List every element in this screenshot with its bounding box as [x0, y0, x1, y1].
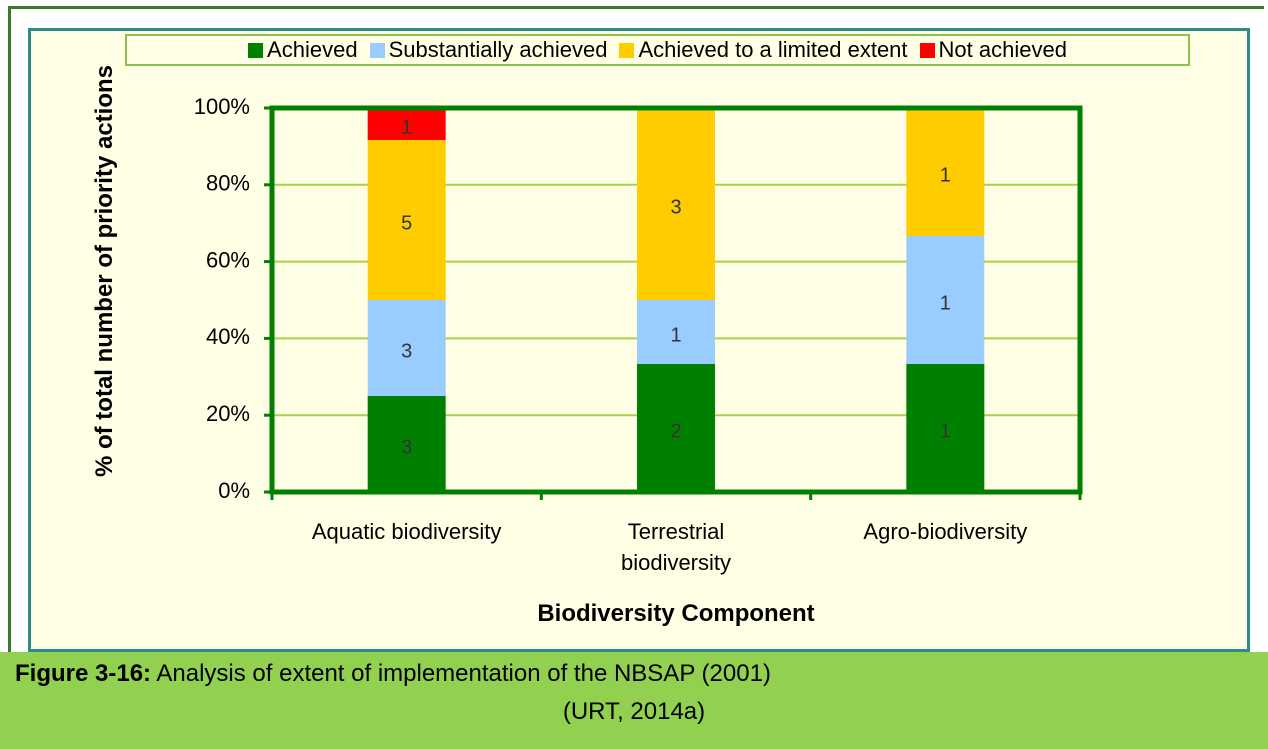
bar-segment — [906, 108, 985, 236]
bar-segment — [637, 300, 715, 364]
legend-label: Achieved — [267, 37, 358, 62]
y-axis-label: % of total number of priority actions — [91, 64, 118, 478]
legend-item: Substantially achieved — [369, 37, 608, 63]
caption: Figure 3-16: Analysis of extent of imple… — [0, 652, 1268, 749]
caption-label: Figure 3-16: — [15, 660, 152, 687]
y-tick-label: 100% — [194, 94, 250, 119]
data-label: 2 — [670, 420, 681, 442]
bar-segment — [906, 236, 985, 364]
y-tick-label: 40% — [206, 324, 250, 349]
data-label: 3 — [401, 436, 412, 458]
frame — [8, 6, 1264, 746]
x-tick-label: Terrestrial biodiversity — [620, 519, 732, 575]
legend: Achieved Substantially achieved Achieved t… — [125, 34, 1190, 66]
legend-item: Achieved to a limited extent — [619, 37, 908, 63]
legend-label: Achieved to a limited extent — [638, 37, 908, 62]
caption-line: Figure 3-16: Analysis of extent of imple… — [15, 660, 771, 688]
bar-segment — [367, 140, 446, 300]
data-label: 1 — [940, 420, 951, 442]
y-tick-label: 20% — [206, 401, 250, 426]
y-tick-label: 80% — [206, 171, 250, 196]
caption-text: Analysis of extent of implementation of … — [156, 660, 771, 687]
bar-segment — [367, 300, 446, 396]
data-label: 5 — [401, 212, 412, 234]
caption-source: (URT, 2014a) — [562, 698, 706, 725]
bar-segment — [367, 396, 446, 492]
y-tick-label: 60% — [206, 247, 250, 272]
legend-swatch — [619, 42, 635, 58]
legend-label: Not achieved — [938, 37, 1067, 62]
legend-swatch — [919, 42, 935, 58]
legend-swatch — [369, 42, 385, 58]
data-label: 1 — [401, 116, 412, 138]
bar-segment — [367, 108, 446, 140]
data-label: 1 — [940, 164, 951, 186]
data-label: 3 — [670, 196, 681, 218]
x-axis-label: Biodiversity Component — [537, 600, 815, 627]
bar-segment — [906, 364, 985, 492]
legend-item: Achieved — [248, 37, 358, 63]
x-tick-label: Aquatic biodiversity — [311, 519, 502, 544]
data-label: 3 — [401, 340, 412, 362]
data-label: 1 — [940, 292, 951, 314]
legend-item: Not achieved — [919, 37, 1067, 63]
y-tick-label: 0% — [218, 478, 250, 503]
legend-label: Substantially achieved — [388, 37, 608, 62]
bar-segment — [637, 364, 715, 492]
legend-swatch — [248, 42, 264, 58]
data-label: 1 — [670, 324, 681, 346]
x-tick-label: Agro-biodiversity — [863, 519, 1028, 544]
bar-segment — [637, 108, 715, 300]
plot-border — [269, 105, 1083, 495]
